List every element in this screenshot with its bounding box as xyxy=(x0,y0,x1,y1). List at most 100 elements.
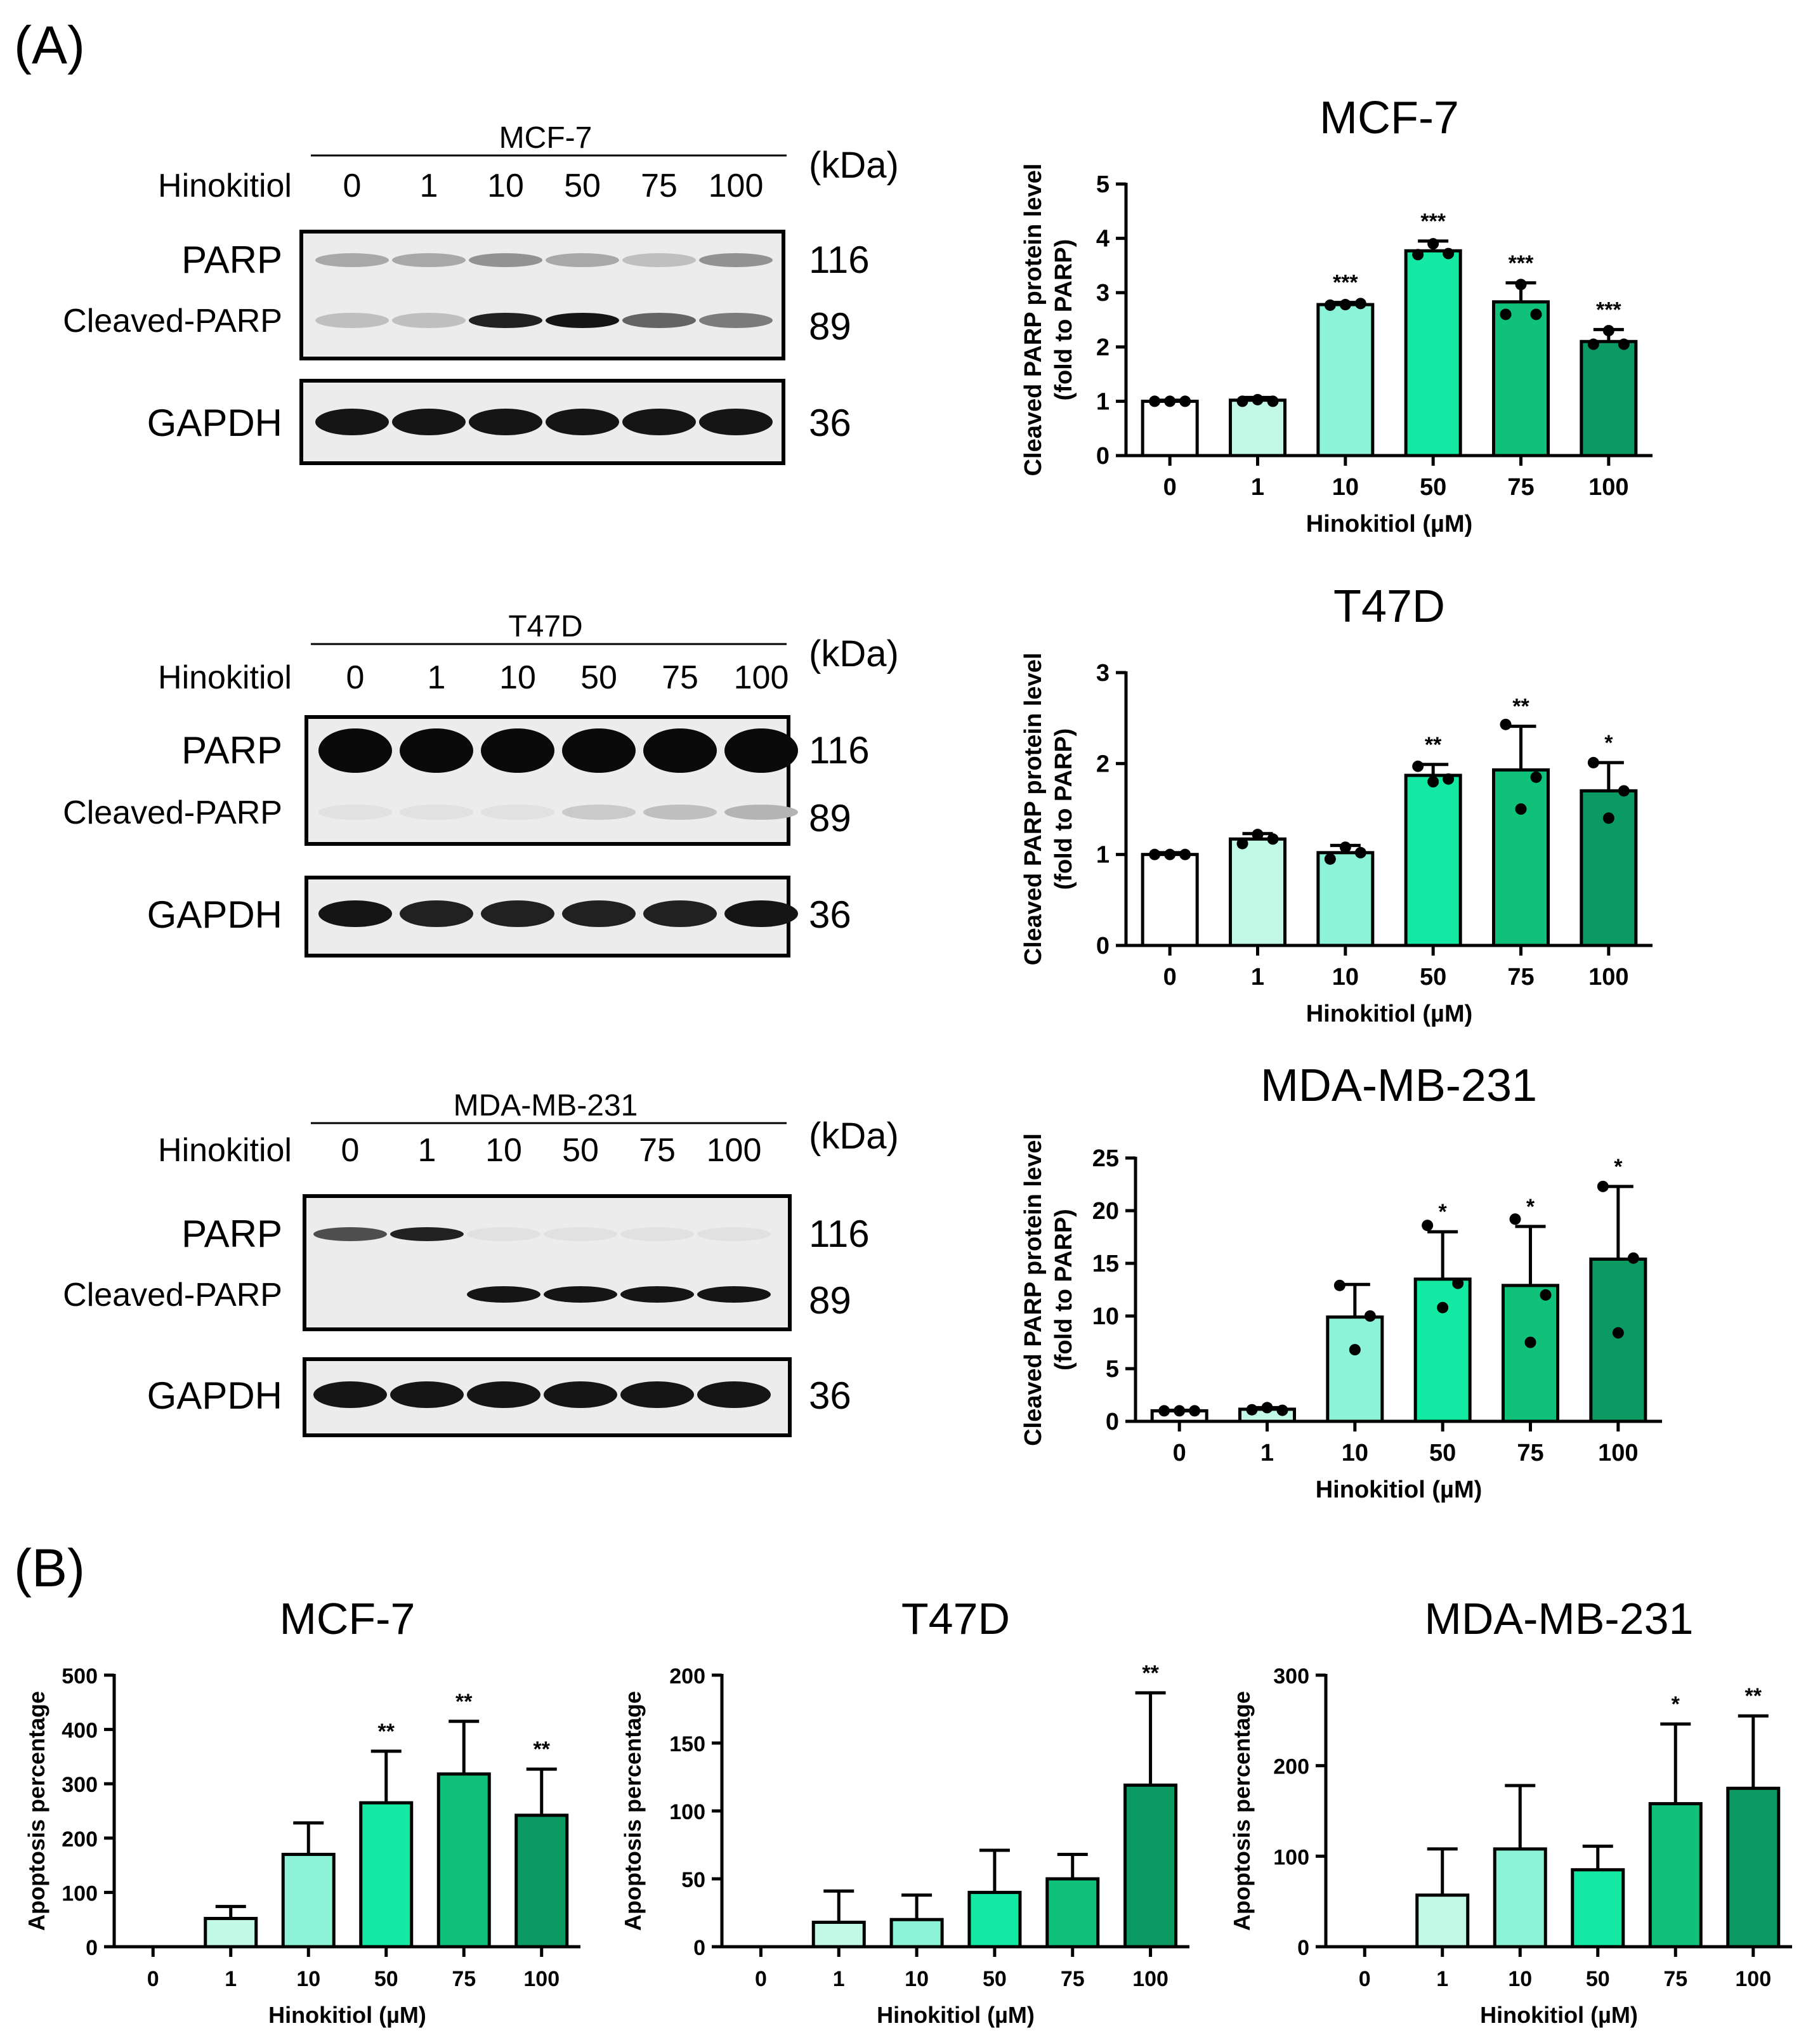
data-point xyxy=(1530,308,1542,320)
band-cleaved xyxy=(481,805,554,820)
data-point xyxy=(1515,803,1527,815)
dose-label: 50 xyxy=(580,659,617,696)
band-gapdh xyxy=(313,1381,387,1408)
y-tick-label: 3 xyxy=(1096,660,1110,687)
data-point xyxy=(1618,338,1630,350)
x-tick-label: 50 xyxy=(983,1967,1007,1991)
bar-100 xyxy=(1580,339,1638,457)
data-point xyxy=(1354,846,1366,859)
data-point xyxy=(1602,812,1614,824)
kda-value-gapdh: 36 xyxy=(809,402,851,444)
y-tick-label: 5 xyxy=(1106,1356,1119,1383)
data-point xyxy=(1524,1336,1536,1348)
data-point xyxy=(1158,1405,1170,1417)
kda-value-parp: 116 xyxy=(809,729,870,772)
cell-line-label: T47D xyxy=(508,610,582,643)
y-tick-label: 200 xyxy=(1273,1755,1309,1779)
band-cleaved xyxy=(620,1286,694,1303)
cell-line-label: MDA-MB-231 xyxy=(454,1089,638,1122)
data-point xyxy=(1597,1180,1609,1192)
y-tick-label: 1 xyxy=(1096,842,1110,869)
data-point xyxy=(1339,841,1351,853)
dose-label: 1 xyxy=(418,1132,436,1169)
data-point xyxy=(1500,308,1512,320)
significance-label: * xyxy=(1672,1692,1680,1716)
data-point xyxy=(1267,395,1279,407)
band-cleaved xyxy=(315,313,389,328)
bar-100 xyxy=(1726,1786,1781,1949)
blot-membrane-parp xyxy=(299,230,785,360)
western-blot-mcf7: MCF-7 Hinokitiol 0 1 10 50 75 100 (kDa) PARP Cleav… xyxy=(63,121,899,465)
x-tick-label: 75 xyxy=(452,1967,476,1991)
data-point xyxy=(1437,1301,1449,1313)
band-parp xyxy=(697,1227,771,1241)
row-label-cleaved-parp: Cleaved-PARP xyxy=(63,1277,282,1313)
row-label-gapdh: GAPDH xyxy=(147,402,282,444)
x-tick-label: 1 xyxy=(225,1967,237,1991)
chart-a-mda: MDA-MB-231 * * * 0 5 10 15 20 25 0 1 10 50 75 100 Hinoki… xyxy=(1020,1060,1662,1503)
data-point xyxy=(1149,848,1161,860)
data-point xyxy=(1443,773,1455,785)
row-label-parp: PARP xyxy=(181,239,282,281)
bar-50 xyxy=(967,1890,1022,1949)
row-label-cleaved-parp: Cleaved-PARP xyxy=(63,303,282,339)
x-tick-label: 75 xyxy=(1507,474,1534,501)
significance-label: *** xyxy=(1596,298,1621,322)
bar-75 xyxy=(1492,768,1550,947)
dose-label: 0 xyxy=(346,659,365,696)
data-point xyxy=(1515,279,1527,291)
band-gapdh xyxy=(546,409,619,435)
chart-title: MCF-7 xyxy=(280,1594,416,1643)
blot-membrane-parp xyxy=(303,1194,792,1331)
x-tick-label: 10 xyxy=(1342,1440,1368,1466)
x-tick-label: 75 xyxy=(1507,964,1534,990)
bar-50 xyxy=(1413,1277,1472,1423)
y-tick-label: 300 xyxy=(1273,1664,1309,1688)
significance-label: ** xyxy=(1512,695,1529,719)
data-point xyxy=(1276,1404,1288,1416)
dose-label: 75 xyxy=(662,659,698,696)
kda-value-parp: 116 xyxy=(809,1213,870,1255)
x-tick-label: 0 xyxy=(1359,1967,1371,1991)
y-tick-label: 0 xyxy=(1106,1409,1119,1435)
significance-label: ** xyxy=(1425,733,1442,757)
band-cleaved xyxy=(546,313,619,328)
band-cleaved xyxy=(400,805,473,820)
bar-1 xyxy=(204,1916,258,1949)
cell-line-label: MCF-7 xyxy=(499,121,592,155)
row-label-parp: PARP xyxy=(181,729,282,772)
band-parp xyxy=(469,253,542,267)
y-tick-label: 4 xyxy=(1096,226,1110,253)
bar-50 xyxy=(1571,1868,1625,1949)
data-point xyxy=(1333,1279,1345,1291)
chart-b-mcf7: MCF-7 ** ** ** 0 100 200 300 400 500 0 1 10 50 75 100 Hi… xyxy=(23,1594,580,2028)
y-tick-label: 200 xyxy=(669,1664,705,1688)
x-tick-label: 100 xyxy=(1588,964,1628,990)
x-tick-label: 100 xyxy=(1598,1440,1638,1466)
band-cleaved xyxy=(544,1286,617,1303)
y-tick-label: 100 xyxy=(1273,1845,1309,1869)
x-tick-label: 0 xyxy=(1173,1440,1186,1466)
bar-100 xyxy=(1589,1257,1647,1423)
dose-label: 50 xyxy=(562,1132,599,1169)
y-tick-label: 25 xyxy=(1092,1145,1119,1172)
panel-label-a: (A) xyxy=(14,15,85,75)
bar-10 xyxy=(281,1852,336,1949)
y-axis-title-line: (fold to PARP) xyxy=(1051,1209,1077,1371)
significance-label: *** xyxy=(1333,271,1358,295)
band-parp xyxy=(724,728,798,773)
significance-label: * xyxy=(1526,1195,1535,1219)
dose-label: 100 xyxy=(709,168,764,204)
data-point xyxy=(1500,718,1512,730)
y-tick-label: 3 xyxy=(1096,280,1110,306)
kda-label: (kDa) xyxy=(809,145,899,186)
data-point xyxy=(1267,833,1279,845)
x-tick-label: 75 xyxy=(1517,1440,1543,1466)
bar-0 xyxy=(1141,853,1199,947)
chart-title: T47D xyxy=(901,1594,1010,1643)
y-tick-label: 0 xyxy=(1096,933,1110,959)
band-cleaved xyxy=(562,805,636,820)
bar-75 xyxy=(436,1772,491,1949)
y-tick-label: 2 xyxy=(1096,751,1110,777)
